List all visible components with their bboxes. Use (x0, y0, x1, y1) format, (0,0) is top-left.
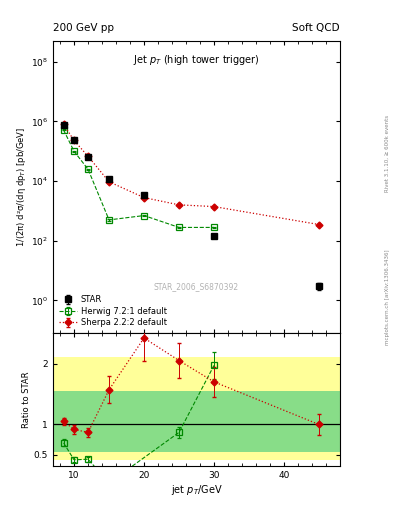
Text: STAR_2006_S6870392: STAR_2006_S6870392 (154, 282, 239, 291)
Text: Soft QCD: Soft QCD (292, 23, 340, 33)
Y-axis label: Ratio to STAR: Ratio to STAR (22, 371, 31, 428)
Bar (53, 357, 340, 460)
Text: Rivet 3.1.10, ≥ 600k events: Rivet 3.1.10, ≥ 600k events (385, 115, 389, 192)
Text: Jet $p_T$ (high tower trigger): Jet $p_T$ (high tower trigger) (133, 53, 260, 67)
Text: mcplots.cern.ch [arXiv:1306.3436]: mcplots.cern.ch [arXiv:1306.3436] (385, 249, 389, 345)
Legend: STAR, Herwig 7.2:1 default, Sherpa 2.2:2 default: STAR, Herwig 7.2:1 default, Sherpa 2.2:2… (57, 293, 168, 329)
Bar (53, 391, 340, 452)
Text: 200 GeV pp: 200 GeV pp (53, 23, 114, 33)
Y-axis label: 1/(2π) d²σ/(dη dp$_T$) [pb/GeV]: 1/(2π) d²σ/(dη dp$_T$) [pb/GeV] (15, 127, 28, 247)
X-axis label: jet $p_T$/GeV: jet $p_T$/GeV (171, 482, 222, 497)
